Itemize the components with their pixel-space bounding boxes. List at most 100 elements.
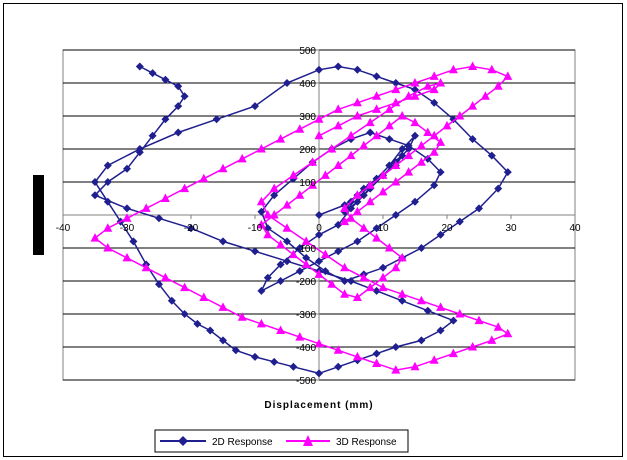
- series-1-point-83: [404, 150, 414, 160]
- series-1-point-99: [327, 279, 337, 288]
- series-0-point-57: [417, 244, 426, 252]
- series-0-point-87: [193, 319, 202, 328]
- series-1-point-41: [314, 338, 324, 348]
- series-1-point-72: [448, 64, 458, 74]
- series-1-point-34: [448, 348, 458, 358]
- series-0-point-124: [135, 62, 144, 71]
- series-1-point-124: [378, 186, 388, 196]
- series-1-point-89: [346, 213, 356, 222]
- series-1-point-116: [397, 111, 407, 120]
- y-tick-label-2: -300: [296, 310, 316, 321]
- x-tick-label-2: -20: [184, 223, 199, 234]
- series-0-point-116: [135, 148, 144, 157]
- series-1-point-25: [397, 289, 407, 298]
- series-1-point-127: [340, 216, 350, 226]
- series-1-point-108: [295, 190, 305, 199]
- series-1-point-32: [487, 335, 497, 344]
- series-0-point-51: [302, 253, 311, 262]
- series-1-point-0: [314, 130, 324, 140]
- series-0-point-121: [174, 82, 183, 91]
- series-0-point-47: [270, 191, 279, 200]
- series-1-point-12: [346, 130, 356, 140]
- legend-2d-label: 2D Response: [212, 437, 273, 448]
- series-0-point-100: [436, 326, 445, 335]
- series-0-point-99: [417, 336, 426, 345]
- series-1-point-46: [218, 302, 228, 311]
- series-1-point-59: [199, 173, 209, 183]
- series-1-point-102: [288, 249, 298, 259]
- series-0-point-9: [359, 184, 368, 193]
- series-1-point-96: [365, 282, 375, 292]
- y-tick-label-9: 500: [299, 46, 316, 57]
- tick-labels: -40 -30 -20 -10 0 10 20 30 40-500-400-300-200-10…: [56, 46, 581, 387]
- series-0-point-62: [503, 168, 512, 177]
- series-0-point-112: [123, 204, 131, 213]
- series-1-point-13: [327, 144, 337, 153]
- series-0-point-55: [379, 263, 387, 272]
- series-0-point-85: [167, 296, 176, 305]
- series-0-point-104: [372, 286, 381, 295]
- series-1-point-43: [276, 325, 286, 334]
- series-1-point-113: [359, 140, 369, 150]
- series-1-point-10: [384, 104, 394, 113]
- series-0-point-36: [411, 197, 419, 206]
- series-0-point-33: [353, 237, 362, 246]
- series-0-point-91: [251, 352, 259, 361]
- series-1-point-2: [352, 111, 362, 120]
- series-1-point-67: [352, 97, 362, 107]
- series-0-point-35: [391, 211, 400, 219]
- series-1-point-14: [308, 157, 318, 166]
- series-1-point-54: [103, 223, 113, 232]
- series-0-point-63: [487, 151, 496, 160]
- series-1: [90, 61, 513, 374]
- series-0-point-108: [251, 247, 259, 256]
- series-0-point-22: [347, 204, 355, 213]
- series-1-point-107: [282, 200, 292, 209]
- series-1-point-7: [436, 78, 446, 87]
- legend-2d-marker: [178, 436, 188, 446]
- series-1-point-44: [256, 318, 266, 328]
- y-tick-label-1: -400: [296, 343, 316, 354]
- series-1-point-16: [269, 183, 279, 193]
- series-1-point-118: [423, 127, 433, 136]
- series-1-point-20: [301, 236, 311, 245]
- series-1-point-21: [320, 249, 330, 259]
- series-0-point-79: [91, 178, 99, 186]
- series-1-point-42: [295, 332, 305, 341]
- series-1-point-64: [295, 124, 305, 133]
- y-tick-label-4: -100: [296, 244, 316, 255]
- series-0-point-65: [449, 115, 458, 124]
- series-0-point-50: [283, 237, 291, 246]
- series-1-point-95: [378, 272, 388, 282]
- series-1-point-26: [416, 295, 426, 305]
- series-0-point-117: [148, 131, 157, 140]
- series-0-point-64: [468, 135, 477, 144]
- series-0-point-89: [219, 336, 227, 345]
- series-1-point-40: [333, 345, 343, 354]
- series-1-point-97: [352, 292, 362, 301]
- x-axis-title: Displacement (mm): [264, 400, 373, 411]
- series-1-point-48: [180, 282, 190, 292]
- series-1-point-117: [410, 117, 420, 127]
- series-0-point-21: [359, 191, 368, 200]
- series-1-point-71: [429, 71, 439, 80]
- series-1-point-11: [365, 117, 375, 127]
- series-0-point-34: [372, 224, 381, 233]
- series-0-point-82: [129, 237, 138, 246]
- series-0-point-6: [398, 151, 407, 160]
- series-0-point-119: [174, 102, 183, 111]
- series-0-point-28: [257, 286, 266, 295]
- series-1-point-98: [340, 289, 350, 298]
- series-0-point-25: [295, 244, 304, 252]
- series-1-point-77: [480, 91, 490, 100]
- series-1-point-104: [263, 229, 273, 239]
- series-1-point-68: [372, 91, 382, 100]
- series-1-point-33: [468, 342, 478, 351]
- series-0-point-90: [231, 346, 240, 355]
- series-1-point-29: [474, 315, 484, 325]
- x-tick-label-5: 10: [377, 223, 389, 234]
- series-1-point-35: [429, 355, 439, 364]
- series-0-point-60: [475, 204, 483, 213]
- x-tick-label-7: 30: [505, 223, 517, 234]
- series-0-point-86: [180, 310, 189, 318]
